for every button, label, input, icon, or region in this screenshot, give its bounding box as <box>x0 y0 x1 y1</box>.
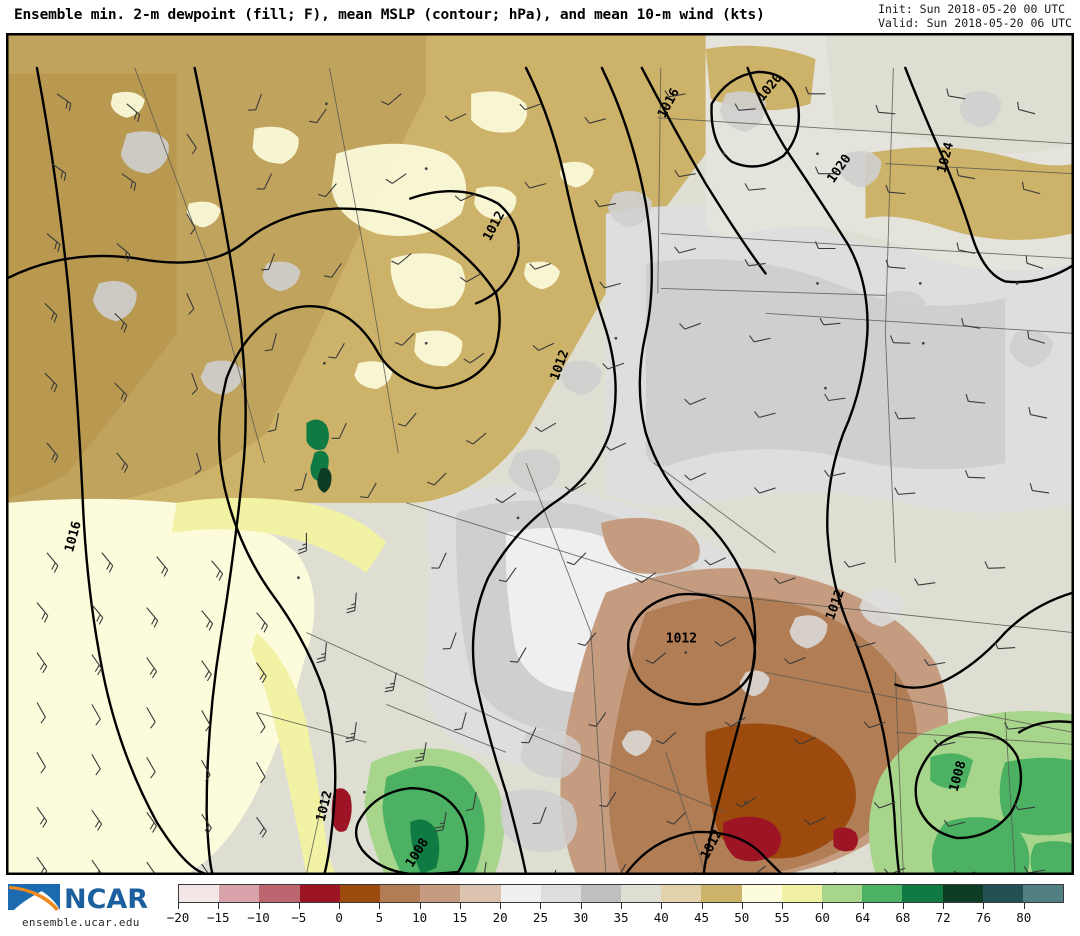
valid-time-label: Valid: Sun 2018-05-20 06 UTC <box>878 16 1072 30</box>
colorbar-tick <box>500 903 502 909</box>
ncar-logo-mark: NCAR <box>8 884 148 914</box>
colorbar-segment[interactable] <box>942 885 983 902</box>
page-footer: NCAR ensemble.ucar.edu −20 −15 −10 −5 0 5 10 15… <box>0 876 1080 936</box>
colorbar-tick-label: 0 <box>335 910 343 925</box>
colorbar-strip[interactable] <box>178 884 1064 903</box>
colorbar-tick <box>218 903 220 909</box>
colorbar-tick-label: 30 <box>573 910 589 925</box>
colorbar-tick-label: 60 <box>814 910 830 925</box>
colorbar-labels: −20 −15 −10 −5 0 5 10 15 20 25 30 35 40 45 50 55 60 64 68 7… <box>167 910 1064 928</box>
colorbar-segment[interactable] <box>661 885 702 902</box>
colorbar-segment[interactable] <box>580 885 622 902</box>
colorbar-tick <box>298 903 300 909</box>
colorbar-tick-label: 10 <box>412 910 428 925</box>
colorbar-segment[interactable] <box>822 885 863 902</box>
colorbar-tick-label: 15 <box>452 910 468 925</box>
colorbar-tick <box>862 903 864 909</box>
colorbar-tick <box>621 903 622 909</box>
colorbar-tick <box>902 903 904 909</box>
colorbar-segment[interactable] <box>259 885 300 902</box>
colorbar-segment[interactable] <box>500 885 541 902</box>
colorbar-segment[interactable] <box>621 885 662 902</box>
colorbar-tick-label: 50 <box>734 910 750 925</box>
colorbar-tick <box>459 903 461 909</box>
colorbar-tick-label: 68 <box>895 910 911 925</box>
map-panel[interactable]: 1016 1020 1020 1024 1012 1012 1016 1012 … <box>6 33 1074 875</box>
colorbar-tick-label: −5 <box>291 910 307 925</box>
colorbar-segment[interactable] <box>862 885 903 902</box>
colorbar-tick-label: 55 <box>774 910 790 925</box>
colorbar-segment[interactable] <box>1022 885 1064 902</box>
colorbar-segment[interactable] <box>982 885 1023 902</box>
colorbar-segment[interactable] <box>460 885 501 902</box>
ncar-logo[interactable]: NCAR ensemble.ucar.edu <box>6 880 162 932</box>
colorbar-tick-label: 40 <box>653 910 669 925</box>
colorbar-tick-label: −15 <box>206 910 230 925</box>
colorbar-segment[interactable] <box>701 885 742 902</box>
colorbar-tick-label: −10 <box>247 910 270 925</box>
weather-map-canvas[interactable]: 1016 1020 1020 1024 1012 1012 1016 1012 … <box>7 34 1073 874</box>
colorbar-tick-label: 25 <box>532 910 548 925</box>
colorbar-tick-label: 64 <box>855 910 871 925</box>
colorbar-segment[interactable] <box>781 885 822 902</box>
colorbar-tick-label: 76 <box>975 910 991 925</box>
colorbar-segment[interactable] <box>540 885 581 902</box>
forecast-time-block: Init: Sun 2018-05-20 00 UTC Valid: Sun 2… <box>878 2 1072 30</box>
colorbar-tick <box>540 903 542 909</box>
station-dots <box>297 102 1019 804</box>
colorbar-tick-label: 72 <box>935 910 951 925</box>
colorbar-tick <box>701 903 703 909</box>
page-title: Ensemble min. 2-m dewpoint (fill; F), me… <box>14 7 765 23</box>
colorbar-segment[interactable] <box>741 885 782 902</box>
page-header: Ensemble min. 2-m dewpoint (fill; F), me… <box>0 0 1080 33</box>
contour-label: 1012 <box>314 789 336 823</box>
colorbar-tick <box>741 903 743 909</box>
colorbar-tick <box>580 903 582 909</box>
colorbar-tick-label: 20 <box>492 910 508 925</box>
ncar-url-label[interactable]: ensemble.ucar.edu <box>22 916 140 929</box>
colorbar-ticks <box>178 903 1064 910</box>
colorbar-segment[interactable] <box>379 885 421 902</box>
colorbar-tick <box>258 903 260 909</box>
contour-label: 1012 <box>666 632 697 647</box>
colorbar-tick-label: −20 <box>166 910 190 925</box>
colorbar-tick <box>782 903 784 909</box>
colorbar-tick <box>1023 903 1025 909</box>
colorbar-tick <box>178 903 179 909</box>
colorbar-segment[interactable] <box>219 885 260 902</box>
colorbar-tick-label: 35 <box>613 910 629 925</box>
colorbar-segment[interactable] <box>339 885 380 902</box>
colorbar-tick <box>822 903 824 909</box>
ncar-logo-text: NCAR <box>64 884 148 914</box>
colorbar-tick <box>661 903 663 909</box>
colorbar-tick <box>379 903 381 909</box>
colorbar-segment[interactable] <box>179 885 220 902</box>
init-time-label: Init: Sun 2018-05-20 00 UTC <box>878 2 1066 16</box>
colorbar-tick <box>339 903 341 909</box>
colorbar-tick <box>419 903 421 909</box>
colorbar-segment[interactable] <box>902 885 943 902</box>
colorbar-tick-label: 5 <box>375 910 384 925</box>
colorbar-tick-label: 80 <box>1016 910 1032 925</box>
colorbar-tick-label: 45 <box>694 910 710 925</box>
colorbar-segment[interactable] <box>420 885 461 902</box>
colorbar-tick <box>943 903 945 909</box>
colorbar-segment[interactable] <box>299 885 340 902</box>
colorbar[interactable]: −20 −15 −10 −5 0 5 10 15 20 25 30 35 40 45 50 55 60 64 68 7… <box>167 884 1064 930</box>
colorbar-tick <box>983 903 985 909</box>
